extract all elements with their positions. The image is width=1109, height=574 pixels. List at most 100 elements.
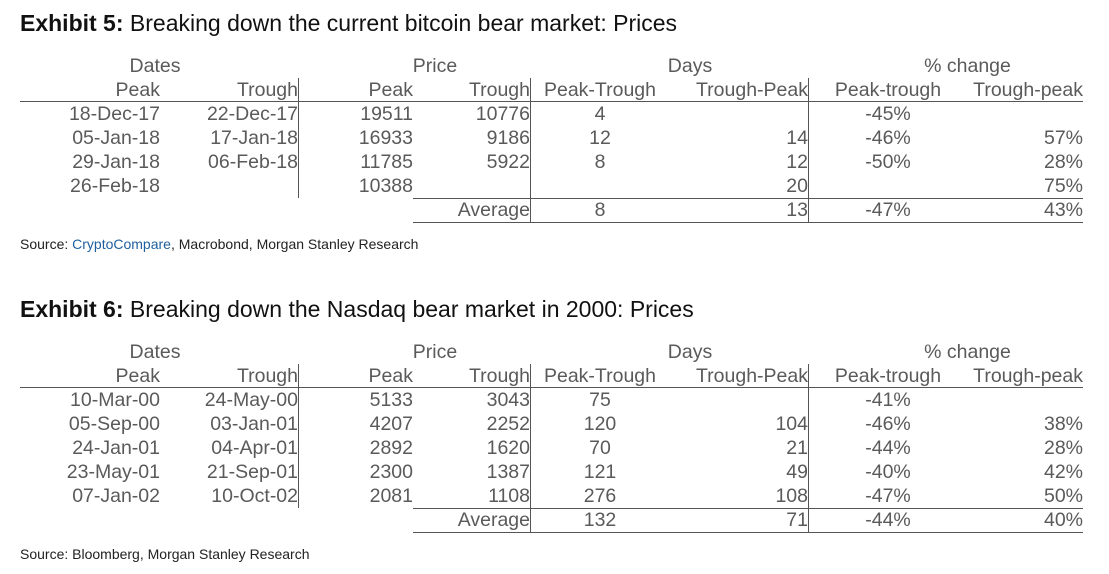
cell-days-tp: 12 [670, 150, 809, 174]
average-pct-trough-peak: 43% [968, 198, 1083, 223]
source-prefix: Source: [20, 546, 73, 562]
cell-days-pt: 121 [583, 461, 617, 483]
cell-peak-price: 2892 [369, 437, 413, 459]
header-days-peak-trough: Peak-Trough [543, 79, 656, 101]
cell-peak-price: 2300 [369, 461, 413, 483]
cell-trough-date: 17-Jan-18 [160, 126, 299, 150]
cell-trough-price [413, 174, 531, 198]
header-days: Days [667, 341, 713, 363]
header-peak-date: Peak [115, 365, 160, 387]
cell-pct-pt: -44% [865, 437, 911, 459]
cell-days-pt: 120 [583, 413, 617, 435]
cell-peak-date: 24-Jan-01 [72, 437, 160, 459]
header-peak-price: Peak [368, 365, 413, 387]
header-days-trough-peak: Trough-Peak [670, 364, 809, 388]
average-label: Average [413, 198, 531, 223]
cell-peak-price: 11785 [360, 151, 413, 173]
cell-pct-pt: -46% [865, 127, 911, 149]
header-pct-peak-trough: Peak-trough [834, 365, 942, 387]
table-row: 07-Jan-02 10-Oct-02 2081 1108 276 108 -47% 50% [20, 484, 1088, 508]
source-rest: Bloomberg, Morgan Stanley Research [72, 546, 310, 562]
header-pct-change: % change [924, 55, 1011, 77]
header-pct-trough-peak: Trough-peak [973, 79, 1083, 101]
cell-trough-price: 1387 [413, 460, 531, 484]
exhibit-label: Exhibit 6: [20, 296, 124, 322]
cell-days-tp: 49 [670, 460, 809, 484]
source-link[interactable]: CryptoCompare [72, 236, 171, 252]
table-row: 18-Dec-17 22-Dec-17 19511 10776 4 -45% [20, 102, 1088, 126]
cell-peak-date: 10-Mar-00 [70, 389, 160, 411]
cell-peak-price: 19511 [360, 103, 413, 125]
header-price: Price [412, 55, 458, 77]
header-price: Price [412, 341, 458, 363]
cell-days-pt: 4 [594, 103, 606, 125]
header-dates: Dates [129, 341, 181, 363]
cell-pct-pt: -47% [865, 485, 911, 507]
cell-days-tp [670, 388, 809, 412]
table-row: 29-Jan-18 06-Feb-18 11785 5922 8 12 -50% 28% [20, 150, 1088, 174]
column-header-row: Peak Trough Peak Trough Peak-Trough Trough-Pe… [20, 364, 1088, 388]
cell-trough-price: 1108 [413, 484, 531, 508]
exhibit-title: Exhibit 5: Breaking down the current bit… [20, 8, 1088, 38]
cell-days-tp: 20 [670, 174, 809, 198]
cell-peak-date: 07-Jan-02 [72, 485, 160, 507]
exhibit-title: Exhibit 6: Breaking down the Nasdaq bear… [20, 294, 1088, 324]
cell-pct-tp: 38% [1043, 413, 1083, 435]
cell-peak-date: 18-Dec-17 [68, 103, 160, 125]
cell-pct-pt: -45% [865, 103, 911, 125]
average-days-trough-peak: 13 [670, 198, 809, 223]
source-note: Source: Bloomberg, Morgan Stanley Resear… [20, 546, 1088, 562]
table-row: 05-Sep-00 03-Jan-01 4207 2252 120 104 -46% 38% [20, 412, 1088, 436]
cell-trough-date: 24-May-00 [160, 388, 299, 412]
exhibit-title-text: Breaking down the current bitcoin bear m… [129, 10, 678, 36]
cell-trough-price: 10776 [413, 102, 531, 126]
header-peak-price: Peak [368, 79, 413, 101]
cell-pct-pt: -41% [865, 389, 911, 411]
cell-peak-date: 23-May-01 [66, 461, 160, 483]
cell-days-tp: 14 [670, 126, 809, 150]
cell-pct-pt: -40% [865, 461, 911, 483]
cell-days-pt [530, 174, 670, 198]
cell-trough-date: 21-Sep-01 [160, 460, 299, 484]
exhibit-label: Exhibit 5: [20, 10, 124, 36]
header-rule [20, 101, 1083, 102]
exhibit-table: Dates Price Days% change Peak Trough Peak Trou… [20, 54, 1088, 223]
average-pct-peak-trough: -44% [808, 508, 968, 533]
average-top-rule [413, 508, 1083, 509]
header-trough-date: Trough [160, 364, 299, 388]
header-rule [20, 387, 1083, 388]
average-pct-peak-trough: -47% [808, 198, 968, 223]
cell-peak-date: 29-Jan-18 [72, 151, 160, 173]
cell-trough-price: 5922 [413, 150, 531, 174]
cell-pct-pt [808, 174, 968, 198]
cell-trough-date: 10-Oct-02 [160, 484, 299, 508]
cell-pct-tp [968, 388, 1083, 412]
cell-days-tp: 21 [670, 436, 809, 460]
cell-pct-tp: 28% [1043, 151, 1083, 173]
cell-peak-price: 10388 [358, 175, 413, 197]
header-pct-change: % change [924, 341, 1011, 363]
cell-days-pt: 70 [589, 437, 611, 459]
exhibit-5: Exhibit 5: Breaking down the current bit… [20, 8, 1088, 252]
average-pct-trough-peak: 40% [968, 508, 1083, 533]
cell-pct-pt: -50% [865, 151, 911, 173]
source-note: Source: CryptoCompare, Macrobond, Morgan… [20, 236, 1088, 252]
cell-days-tp [670, 102, 809, 126]
cell-trough-price: 9186 [413, 126, 531, 150]
cell-trough-price: 2252 [413, 412, 531, 436]
exhibit-6: Exhibit 6: Breaking down the Nasdaq bear… [20, 294, 1088, 562]
table-row: 23-May-01 21-Sep-01 2300 1387 121 49 -40% 42% [20, 460, 1088, 484]
source-rest: , Macrobond, Morgan Stanley Research [170, 236, 419, 252]
cell-trough-date [160, 174, 299, 198]
header-peak-date: Peak [115, 79, 160, 101]
header-days-trough-peak: Trough-Peak [670, 78, 809, 102]
source-prefix: Source: [20, 236, 73, 252]
cell-trough-price: 1620 [413, 436, 531, 460]
cell-peak-date: 05-Sep-00 [68, 413, 160, 435]
cell-peak-price: 2081 [369, 485, 413, 507]
cell-trough-date: 22-Dec-17 [160, 102, 299, 126]
exhibit-table: Dates Price Days% change Peak Trough Peak Trou… [20, 340, 1088, 533]
header-pct-peak-trough: Peak-trough [834, 79, 942, 101]
average-days-peak-trough: 132 [530, 508, 670, 533]
cell-pct-tp: 28% [1043, 437, 1083, 459]
